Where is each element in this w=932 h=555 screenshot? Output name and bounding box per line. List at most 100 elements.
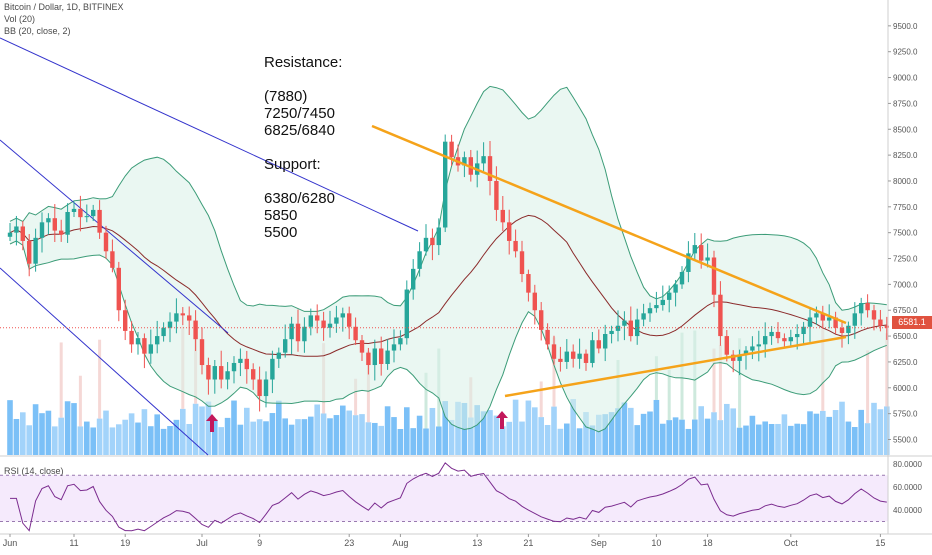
volume-bar bbox=[186, 423, 192, 455]
volume-bar bbox=[192, 403, 199, 455]
volume-bar bbox=[692, 419, 698, 455]
candle-body bbox=[494, 180, 499, 210]
rsi-tick-label: 40.0000 bbox=[893, 506, 922, 515]
volume-bar bbox=[519, 421, 525, 455]
candle-body bbox=[59, 230, 64, 235]
candle-body bbox=[532, 292, 537, 311]
volume-bar bbox=[653, 399, 660, 455]
candle-body bbox=[161, 327, 166, 337]
candle-body bbox=[692, 245, 697, 254]
candle-body bbox=[679, 271, 685, 285]
volume-bar bbox=[122, 419, 128, 455]
candle-body bbox=[327, 323, 333, 328]
candle-body bbox=[782, 338, 787, 342]
resistance-level-3: 6825/6840 bbox=[264, 122, 335, 139]
candle-body bbox=[833, 317, 838, 328]
candle-body bbox=[148, 344, 153, 354]
volume-bar bbox=[436, 426, 442, 455]
volume-bar bbox=[282, 418, 288, 455]
candle-body bbox=[539, 310, 544, 330]
volume-bar bbox=[474, 405, 480, 455]
volume-bar bbox=[570, 399, 576, 455]
candle-body bbox=[359, 340, 365, 353]
volume-bar bbox=[839, 401, 845, 455]
candle-body bbox=[206, 365, 211, 380]
volume-bar bbox=[96, 418, 103, 455]
candle-body bbox=[379, 348, 384, 364]
candle-body bbox=[263, 379, 269, 397]
volume-bar bbox=[871, 402, 877, 455]
bollinger-upper-line bbox=[9, 85, 887, 312]
triangle-lower-trendline bbox=[504, 335, 847, 398]
volume-bar bbox=[608, 412, 615, 455]
volume-bar bbox=[160, 428, 167, 455]
candle-body bbox=[257, 379, 262, 397]
volume-bar bbox=[711, 412, 717, 455]
candle-body bbox=[193, 320, 198, 340]
volume-bar bbox=[666, 420, 672, 455]
candle-body bbox=[647, 308, 653, 314]
candle-body bbox=[334, 317, 339, 324]
rsi-line bbox=[10, 462, 887, 532]
candle-body bbox=[487, 156, 493, 181]
candle-body bbox=[526, 274, 531, 293]
volume-bar bbox=[564, 423, 570, 455]
volume-spike bbox=[78, 375, 82, 427]
volume-bar bbox=[224, 417, 231, 455]
volume-bar bbox=[487, 410, 493, 455]
volume-bar bbox=[167, 426, 173, 455]
candle-body bbox=[404, 289, 409, 339]
volume-bar bbox=[295, 419, 301, 455]
candle-body bbox=[673, 284, 678, 293]
triangle-upper-trendline bbox=[371, 124, 847, 325]
volume-bar bbox=[244, 407, 250, 455]
volume-bar bbox=[480, 411, 487, 455]
volume-bar bbox=[832, 410, 839, 455]
candle-body bbox=[353, 326, 358, 341]
volume-bar bbox=[288, 424, 295, 455]
candle-body bbox=[846, 325, 851, 333]
volume-bar bbox=[135, 422, 141, 455]
volume-bar bbox=[250, 421, 256, 455]
support-level-2: 5850 bbox=[264, 207, 298, 224]
volume-spike bbox=[718, 345, 722, 421]
volume-bar bbox=[199, 406, 205, 455]
candle-body bbox=[718, 294, 723, 337]
candle-body bbox=[820, 313, 825, 321]
volume-spike bbox=[885, 333, 889, 407]
volume-bar bbox=[730, 408, 736, 455]
volume-bar bbox=[448, 419, 455, 455]
candle-body bbox=[865, 302, 870, 311]
price-tick-label: 6000.0 bbox=[893, 384, 918, 393]
candle-body bbox=[91, 209, 96, 217]
candle-body bbox=[795, 334, 800, 338]
time-tick-label: 23 bbox=[344, 538, 354, 548]
candle-body bbox=[686, 253, 691, 272]
candle-body bbox=[14, 226, 19, 233]
candle-body bbox=[577, 353, 582, 359]
volume-bar bbox=[743, 425, 749, 455]
candle-body bbox=[116, 267, 121, 311]
volume-bar bbox=[269, 413, 276, 455]
candle-body bbox=[135, 338, 141, 345]
candle-body bbox=[699, 245, 704, 261]
candle-body bbox=[295, 323, 301, 342]
volume-bar bbox=[45, 410, 52, 455]
volume-bar bbox=[391, 417, 397, 455]
candle-body bbox=[212, 366, 217, 380]
candle-body bbox=[724, 336, 729, 355]
candle-body bbox=[78, 208, 83, 218]
candle-body bbox=[654, 305, 659, 309]
candle-body bbox=[430, 237, 435, 246]
candle-body bbox=[635, 319, 640, 337]
candle-body bbox=[462, 157, 467, 166]
candle-body bbox=[852, 313, 857, 326]
volume-bar bbox=[647, 411, 653, 455]
candle-body bbox=[756, 344, 761, 347]
volume-spike bbox=[98, 339, 102, 419]
candle-body bbox=[590, 340, 595, 363]
candle-body bbox=[289, 323, 294, 340]
volume-bar bbox=[231, 400, 237, 455]
volume-bar bbox=[704, 418, 711, 455]
volume-bar bbox=[685, 428, 692, 455]
